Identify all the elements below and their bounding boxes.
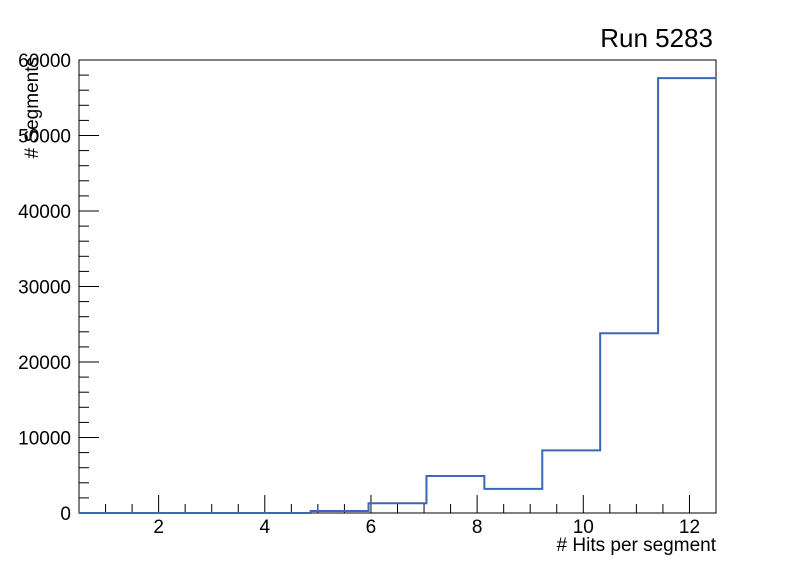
x-axis-tick-label: 2 [153,517,164,538]
y-axis-tick-label: 0 [60,504,71,525]
x-axis-tick-label: 12 [679,517,700,538]
y-axis-tick-label: 10000 [18,429,71,450]
y-axis-title: # Segments [22,57,43,158]
x-axis-tick-label: 4 [260,517,271,538]
x-axis-title: # Hits per segment [557,535,717,556]
x-axis-tick-label: 8 [472,517,483,538]
y-axis-tick-label: 60000 [18,51,71,72]
chart-title: Run 5283 [600,23,713,53]
y-axis-tick-label: 30000 [18,278,71,299]
y-axis-tick-label: 40000 [18,202,71,223]
y-axis-tick-label: 20000 [18,353,71,374]
plot-frame [78,59,717,514]
histogram-step-line [79,77,716,514]
chart-layer: 2 4 6 8 10 12 0 10000 20000 30000 40000 50000 60000 [18,51,717,538]
x-axis-tick-label: 6 [366,517,377,538]
x-axis-tick-label: 10 [573,517,594,538]
y-axis-tick-label: 50000 [18,127,71,148]
